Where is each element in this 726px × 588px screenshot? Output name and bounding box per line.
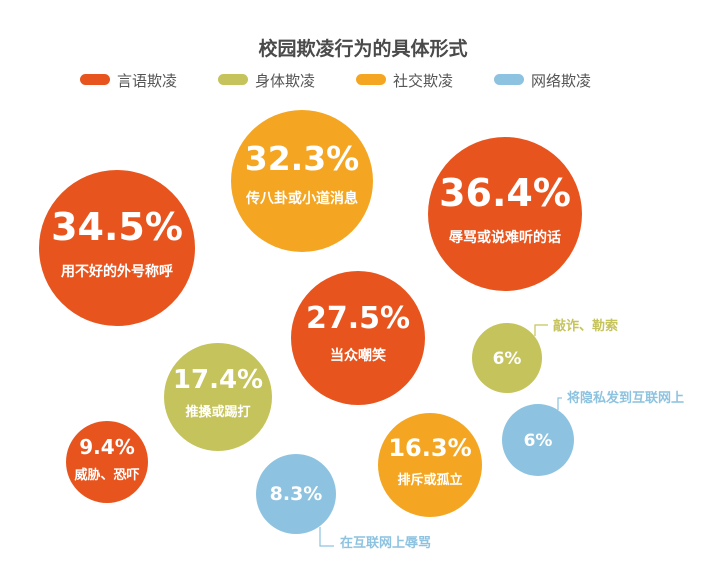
chart-title: 校园欺凌行为的具体形式 — [258, 38, 468, 60]
bubble-value-label: 6% — [493, 349, 522, 369]
legend-label: 网络欺凌 — [531, 72, 592, 90]
bubble-9: 6% 将隐私发到互联网上 — [502, 390, 684, 476]
bubble-circle — [428, 137, 582, 291]
bubble-value-label: 32.3% — [245, 139, 360, 178]
callout-line — [319, 527, 334, 547]
bubble-circle — [502, 404, 574, 476]
callout-label: 在互联网上辱骂 — [340, 535, 431, 551]
callout-line — [557, 397, 562, 410]
bubble-value-label: 36.4% — [439, 171, 571, 215]
bubble-circle — [164, 343, 272, 451]
bubble-category-label: 当众嘲笑 — [330, 347, 386, 364]
legend-swatch — [356, 74, 386, 85]
bubble-circle — [256, 454, 336, 534]
bubble-circle — [291, 271, 425, 405]
bubble-category-label: 辱骂或说难听的话 — [449, 229, 561, 246]
callout-line — [534, 324, 548, 336]
bubble-category-label: 推搡或踢打 — [185, 404, 250, 420]
bubble-value-label: 16.3% — [388, 434, 471, 462]
legend-swatch — [494, 74, 524, 85]
callout-label: 敲诈、勒索 — [553, 318, 618, 334]
bubble-value-label: 27.5% — [306, 301, 410, 336]
bubble-1: 34.5% 用不好的外号称呼 — [39, 170, 195, 326]
bubble-0: 36.4% 辱骂或说难听的话 — [428, 137, 582, 291]
bubble-5: 16.3% 排斥或孤立 — [378, 413, 482, 517]
callout-label: 将隐私发到互联网上 — [567, 390, 684, 406]
bubble-category-label: 威胁、恐吓 — [74, 467, 139, 483]
legend-label: 言语欺凌 — [117, 72, 178, 90]
bubble-6: 9.4% 威胁、恐吓 — [66, 421, 148, 503]
bubble-circle — [231, 110, 373, 252]
bubble-circle — [472, 323, 542, 393]
bubble-7: 8.3% 在互联网上辱骂 — [256, 454, 431, 551]
legend-label: 身体欺凌 — [255, 72, 316, 90]
bubble-category-label: 传八卦或小道消息 — [245, 190, 358, 207]
bubble-2: 32.3% 传八卦或小道消息 — [231, 110, 373, 252]
bubble-category-label: 排斥或孤立 — [397, 472, 462, 488]
bubble-value-label: 34.5% — [51, 205, 183, 249]
bubble-8: 6% 敲诈、勒索 — [472, 318, 618, 393]
bubble-3: 27.5% 当众嘲笑 — [291, 271, 425, 405]
bubble-circle — [39, 170, 195, 326]
bubble-value-label: 9.4% — [79, 435, 134, 459]
legend-label: 社交欺凌 — [393, 72, 454, 90]
bubble-value-label: 17.4% — [173, 365, 263, 395]
bubble-4: 17.4% 推搡或踢打 — [164, 343, 272, 451]
legend-swatch — [218, 74, 248, 85]
bubble-circle — [378, 413, 482, 517]
bubble-value-label: 6% — [524, 431, 553, 451]
bubble-value-label: 8.3% — [270, 483, 323, 505]
bubble-circle — [66, 421, 148, 503]
legend-swatch — [80, 74, 110, 85]
bubble-category-label: 用不好的外号称呼 — [61, 263, 173, 280]
